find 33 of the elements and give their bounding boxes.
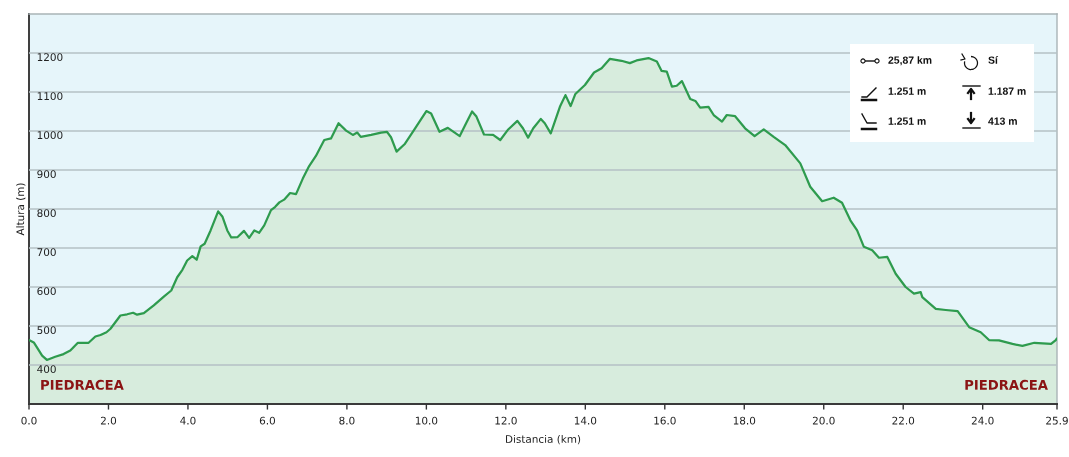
x-tick-label: 22.0 xyxy=(892,416,915,425)
annotation: 1.251 m xyxy=(888,117,926,125)
x-tick-label: 16.0 xyxy=(654,416,676,425)
annotation: 1.187 m xyxy=(988,87,1026,95)
y-tick-label: 500 xyxy=(37,326,56,335)
x-tick-label: 20.0 xyxy=(812,416,835,425)
x-axis-title: Distancia (km) xyxy=(506,434,581,445)
annotation: 1.251 m xyxy=(888,87,926,95)
x-tick-label: 6.0 xyxy=(259,416,276,425)
x-tick-label: 4.0 xyxy=(180,416,196,425)
y-tick-label: 1100 xyxy=(37,92,63,101)
y-tick-label: 700 xyxy=(37,248,56,257)
y-axis-title: Altura (m) xyxy=(16,183,26,236)
y-tick-label: 1200 xyxy=(37,53,63,62)
y-tick-label: 1000 xyxy=(37,131,63,140)
y-tick-label: 800 xyxy=(37,209,56,218)
y-tick-label: 600 xyxy=(37,287,56,296)
y-tick-label: 400 xyxy=(37,365,56,374)
annotation: PIEDRACEA xyxy=(41,379,124,390)
x-tick-label: 2.0 xyxy=(100,416,117,425)
annotation: PIEDRACEA xyxy=(965,379,1048,390)
annotation: 413 m xyxy=(988,117,1017,125)
x-tick-label: 0.0 xyxy=(21,416,37,425)
x-tick-label: 10.0 xyxy=(415,416,438,425)
x-tick-label: 24.0 xyxy=(971,416,994,425)
x-tick-label: 12.0 xyxy=(495,416,517,425)
x-tick-label: 18.0 xyxy=(733,416,756,425)
annotation: 25,87 km xyxy=(888,56,932,66)
x-tick-label: 14.0 xyxy=(574,416,597,425)
x-tick-label: 25.9 xyxy=(1046,416,1068,425)
y-tick-label: 900 xyxy=(37,170,56,179)
annotation: Sí xyxy=(988,56,999,64)
x-tick-label: 8.0 xyxy=(339,416,355,425)
